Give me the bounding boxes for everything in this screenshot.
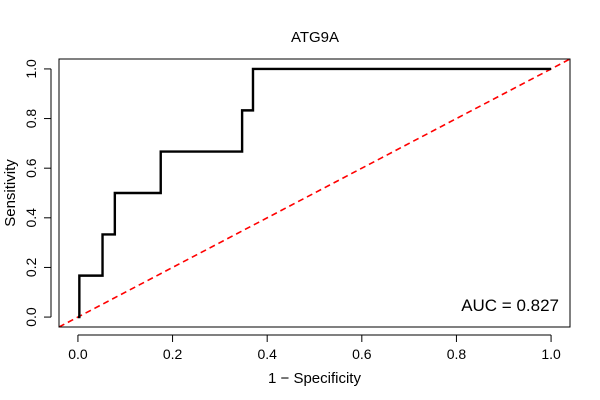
y-tick-label: 0.6	[23, 158, 39, 178]
x-tick-label: 0.0	[68, 346, 88, 362]
y-axis-title: Sensitivity	[2, 159, 19, 227]
y-tick-label: 0.2	[23, 258, 39, 278]
x-axis: 0.0 0.2 0.4 0.6 0.8 1.0	[68, 334, 561, 362]
x-tick-label: 0.2	[163, 346, 183, 362]
x-tick-label: 0.8	[447, 346, 467, 362]
y-tick-label: 0.4	[23, 208, 39, 228]
y-tick-label: 0.8	[23, 109, 39, 129]
plot-area	[59, 59, 570, 327]
x-tick-label: 0.4	[257, 346, 277, 362]
x-tick-label: 0.6	[352, 346, 372, 362]
roc-curve-line	[77, 67, 552, 319]
reference-diagonal-line	[59, 59, 570, 327]
x-tick-label: 1.0	[541, 346, 561, 362]
chart-title: ATG9A	[291, 29, 339, 46]
x-axis-title: 1 − Specificity	[268, 370, 361, 387]
auc-annotation: AUC = 0.827	[461, 296, 559, 315]
y-tick-label: 0.0	[23, 307, 39, 327]
y-axis: 0.0 0.2 0.4 0.6 0.8 1.0	[23, 59, 52, 327]
y-tick-label: 1.0	[23, 59, 39, 79]
plot-frame	[58, 58, 571, 328]
